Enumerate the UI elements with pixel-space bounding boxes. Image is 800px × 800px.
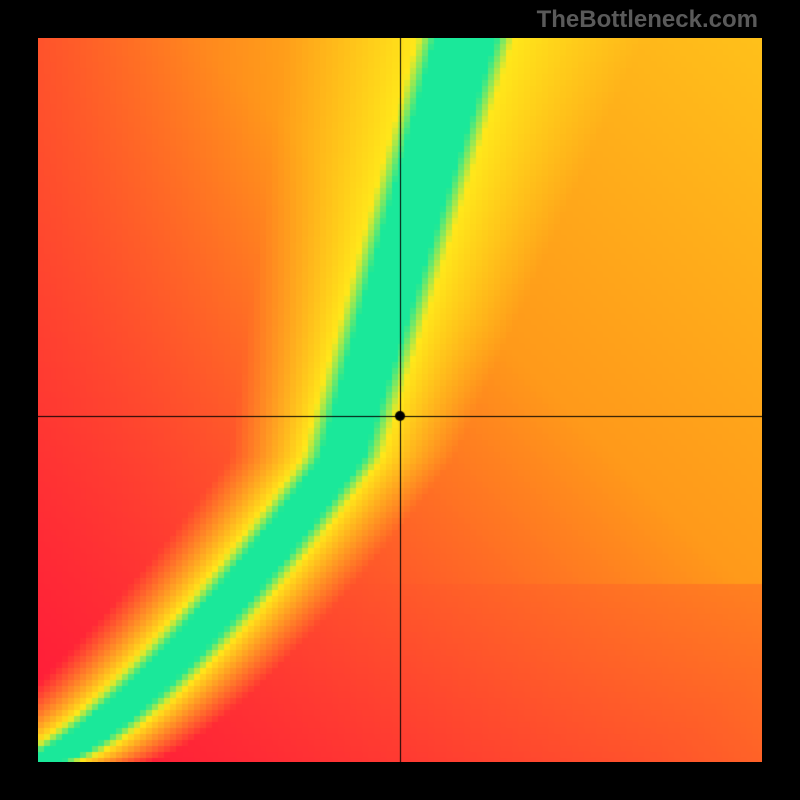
- heatmap-plot: [38, 38, 762, 762]
- watermark-text: TheBottleneck.com: [537, 6, 758, 34]
